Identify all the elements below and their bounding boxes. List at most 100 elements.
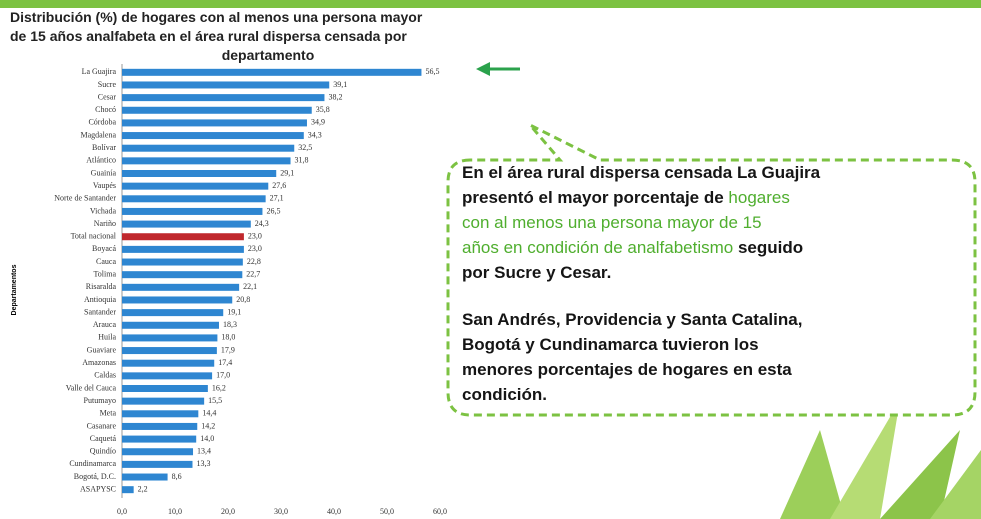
category-label: Tolima bbox=[93, 270, 116, 279]
category-label: Norte de Santander bbox=[54, 194, 116, 203]
category-label: Nariño bbox=[94, 219, 116, 228]
value-label: 31,8 bbox=[295, 156, 309, 165]
x-tick-label: 60,0 bbox=[433, 507, 447, 516]
bar bbox=[122, 372, 212, 379]
category-label: Boyacá bbox=[92, 244, 116, 253]
text-run: En el área rural dispersa censada La Gua… bbox=[462, 163, 820, 182]
bar bbox=[122, 246, 244, 253]
bar bbox=[122, 157, 291, 164]
text-run: con al menos una persona mayor de 15 bbox=[462, 213, 762, 232]
bar bbox=[122, 448, 193, 455]
text-line: con al menos una persona mayor de 15 bbox=[462, 210, 972, 235]
category-label: Sucre bbox=[98, 80, 117, 89]
value-label: 32,5 bbox=[298, 143, 312, 152]
bar bbox=[122, 474, 168, 481]
category-label: Meta bbox=[100, 409, 117, 418]
value-label: 19,1 bbox=[227, 307, 241, 316]
value-label: 14,4 bbox=[202, 409, 216, 418]
x-tick-label: 30,0 bbox=[274, 507, 288, 516]
bar bbox=[122, 385, 208, 392]
value-label: 23,0 bbox=[248, 232, 262, 241]
bar bbox=[122, 183, 268, 190]
value-label: 56,5 bbox=[425, 67, 439, 76]
category-label: Total nacional bbox=[71, 232, 117, 241]
arrow bbox=[476, 62, 520, 76]
bar bbox=[122, 334, 217, 341]
value-label: 2,2 bbox=[138, 485, 148, 494]
bar bbox=[122, 271, 242, 278]
paragraph: En el área rural dispersa censada La Gua… bbox=[462, 160, 972, 285]
bar bbox=[122, 284, 239, 291]
bar bbox=[122, 296, 232, 303]
value-label: 27,6 bbox=[272, 181, 286, 190]
y-axis-label: Departamentos bbox=[11, 264, 18, 315]
bar bbox=[122, 347, 217, 354]
value-label: 34,3 bbox=[308, 130, 322, 139]
text-line: menores porcentajes de hogares en esta bbox=[462, 357, 972, 382]
chart-title: de 15 años analfabeta en el área rural d… bbox=[10, 28, 407, 44]
bar bbox=[122, 436, 196, 443]
value-label: 18,0 bbox=[221, 333, 235, 342]
bar bbox=[122, 233, 244, 240]
category-label: Bogotá, D.C. bbox=[74, 472, 116, 481]
bar bbox=[122, 170, 276, 177]
page: Distribución (%) de hogares con al menos… bbox=[0, 0, 981, 519]
text-run: Bogotá y Cundinamarca tuvieron los bbox=[462, 335, 759, 354]
value-label: 22,1 bbox=[243, 282, 257, 291]
category-label: Cundinamarca bbox=[69, 459, 116, 468]
value-label: 20,8 bbox=[236, 295, 250, 304]
category-label: Guainía bbox=[91, 168, 117, 177]
value-label: 14,2 bbox=[201, 421, 215, 430]
category-label: Putumayo bbox=[84, 396, 116, 405]
bar bbox=[122, 94, 324, 101]
value-label: 26,5 bbox=[266, 206, 280, 215]
text-run: presentó el mayor porcentaje de bbox=[462, 188, 728, 207]
category-label: Chocó bbox=[95, 105, 116, 114]
x-tick-label: 0,0 bbox=[117, 507, 127, 516]
bar bbox=[122, 132, 304, 139]
value-label: 22,8 bbox=[247, 257, 261, 266]
value-label: 29,1 bbox=[280, 168, 294, 177]
text-line: En el área rural dispersa censada La Gua… bbox=[462, 160, 972, 185]
text-run: condición. bbox=[462, 385, 547, 404]
value-label: 22,7 bbox=[246, 270, 260, 279]
category-label: Quindío bbox=[90, 447, 116, 456]
value-label: 14,0 bbox=[200, 434, 214, 443]
category-label: La Guajira bbox=[82, 67, 117, 76]
bar bbox=[122, 259, 243, 266]
text-line: condición. bbox=[462, 382, 972, 407]
text-run: San Andrés, Providencia y Santa Catalina… bbox=[462, 310, 802, 329]
x-tick-label: 20,0 bbox=[221, 507, 235, 516]
category-label: Vichada bbox=[90, 206, 117, 215]
bar bbox=[122, 486, 134, 493]
value-label: 17,4 bbox=[218, 358, 232, 367]
category-label: Guaviare bbox=[87, 345, 117, 354]
arrow-head bbox=[476, 62, 490, 76]
bar bbox=[122, 195, 266, 202]
top-band bbox=[0, 0, 981, 8]
category-label: Vaupés bbox=[93, 181, 116, 190]
chart-title: Distribución (%) de hogares con al menos… bbox=[10, 9, 423, 25]
value-label: 8,6 bbox=[172, 472, 182, 481]
category-label: Amazonas bbox=[82, 358, 116, 367]
bar bbox=[122, 461, 192, 468]
category-label: Cesar bbox=[98, 92, 117, 101]
bar bbox=[122, 107, 312, 114]
bar bbox=[122, 423, 197, 430]
text-run: hogares bbox=[728, 188, 789, 207]
bar bbox=[122, 69, 421, 76]
bar bbox=[122, 81, 329, 88]
value-label: 16,2 bbox=[212, 383, 226, 392]
category-label: Caldas bbox=[94, 371, 116, 380]
grass bbox=[780, 430, 845, 519]
category-label: Cauca bbox=[96, 257, 116, 266]
value-label: 13,3 bbox=[196, 459, 210, 468]
x-tick-label: 50,0 bbox=[380, 507, 394, 516]
chart-title: departamento bbox=[222, 47, 315, 63]
text-line: Bogotá y Cundinamarca tuvieron los bbox=[462, 332, 972, 357]
callout-text: En el área rural dispersa censada La Gua… bbox=[462, 160, 972, 429]
value-label: 27,1 bbox=[270, 194, 284, 203]
text-line: presentó el mayor porcentaje de hogares bbox=[462, 185, 972, 210]
text-run: menores porcentajes de hogares en esta bbox=[462, 360, 792, 379]
value-label: 24,3 bbox=[255, 219, 269, 228]
